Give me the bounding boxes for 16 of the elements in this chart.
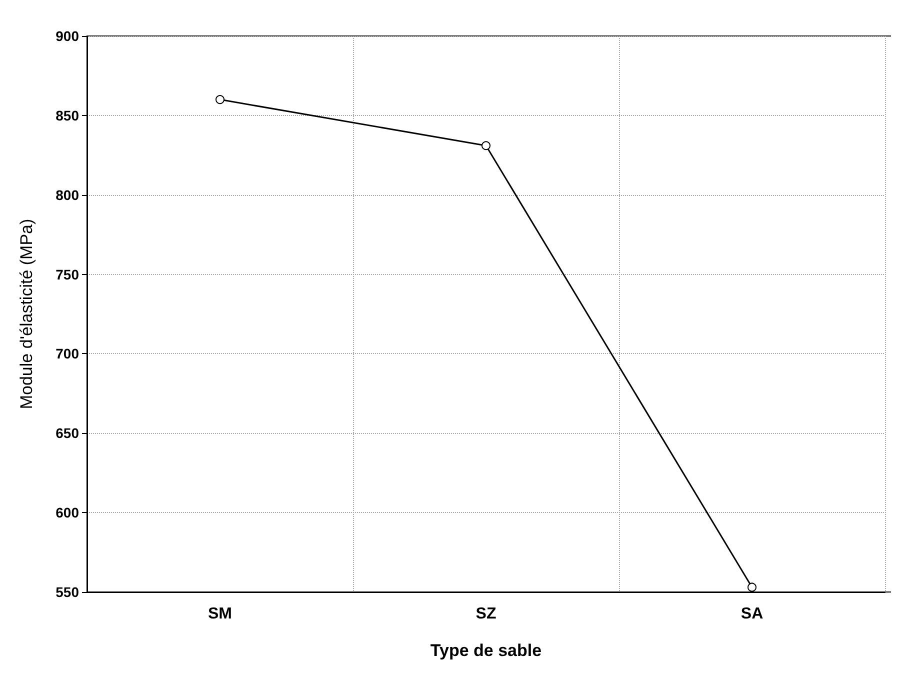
y-tick-label: 850 (56, 107, 80, 124)
y-tick-label: 750 (56, 266, 80, 282)
x-tick-label: SM (208, 606, 232, 622)
point (216, 95, 224, 104)
x-axis-title: Type de sable (430, 641, 542, 660)
y-tick-label: 800 (56, 186, 80, 203)
y-tick-label: 900 (56, 28, 80, 44)
point (748, 582, 756, 592)
x-tick-label: SZ (476, 606, 496, 622)
y-tick-label: 550 (56, 584, 80, 600)
y-axis-title: Module d'élasticité (MPa) (17, 218, 36, 410)
y-tick-label: 650 (56, 425, 80, 442)
y-tick-label: 700 (56, 346, 80, 362)
point (482, 141, 490, 150)
x-tick-label: SA (740, 606, 764, 622)
y-tick-label: 600 (56, 504, 80, 521)
